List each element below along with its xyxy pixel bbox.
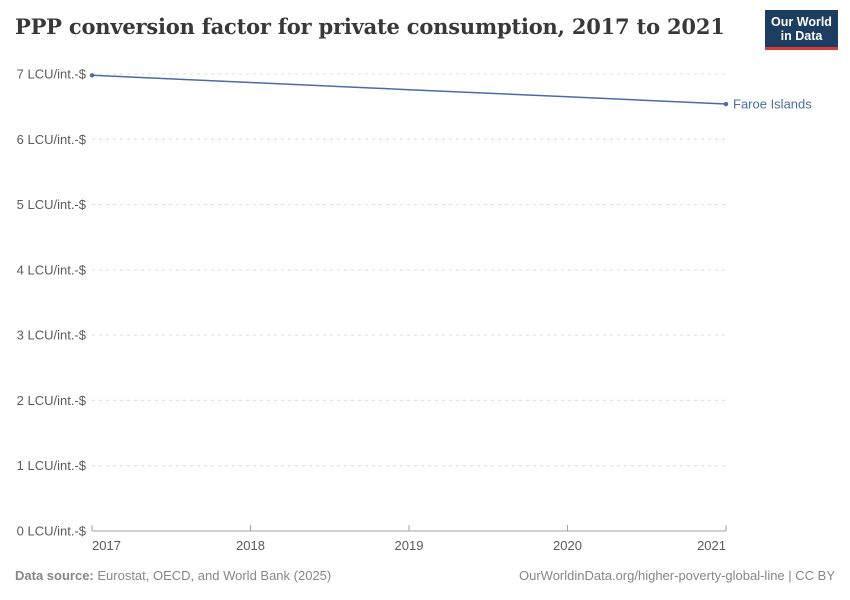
x-tick-label: 2019	[395, 538, 424, 553]
y-tick-label: 0 LCU/int.-$	[17, 524, 87, 539]
x-tick-label: 2017	[92, 538, 121, 553]
y-tick-label: 6 LCU/int.-$	[17, 132, 87, 147]
series-endpoint	[89, 73, 95, 78]
data-source: Data source: Eurostat, OECD, and World B…	[15, 568, 331, 588]
data-source-label: Data source:	[15, 568, 94, 583]
x-tick-label: 2018	[236, 538, 265, 553]
logo-line2: in Data	[780, 28, 823, 43]
y-tick-label: 1 LCU/int.-$	[17, 458, 87, 473]
entity-label[interactable]: Faroe Islands	[733, 97, 812, 112]
y-tick-label: 2 LCU/int.-$	[17, 393, 87, 408]
series-line-faroe-islands[interactable]	[91, 74, 727, 105]
data-source-text: Eurostat, OECD, and World Bank (2025)	[93, 568, 332, 583]
owid-logo[interactable]: Our World in Data	[765, 10, 838, 50]
x-tick-label: 2021	[697, 538, 726, 553]
y-tick-label: 7 LCU/int.-$	[17, 67, 87, 82]
chart-footer: Data source: Eurostat, OECD, and World B…	[0, 568, 850, 588]
y-tick-label: 4 LCU/int.-$	[17, 262, 87, 277]
chart-title: PPP conversion factor for private consum…	[15, 14, 725, 39]
logo-line1: Our World	[771, 14, 832, 29]
x-tick-label: 2020	[553, 538, 582, 553]
y-tick-label: 5 LCU/int.-$	[17, 197, 87, 212]
series-endpoint	[723, 101, 729, 107]
credit-line: OurWorldinData.org/higher-poverty-global…	[519, 568, 835, 583]
y-tick-label: 3 LCU/int.-$	[17, 328, 87, 343]
